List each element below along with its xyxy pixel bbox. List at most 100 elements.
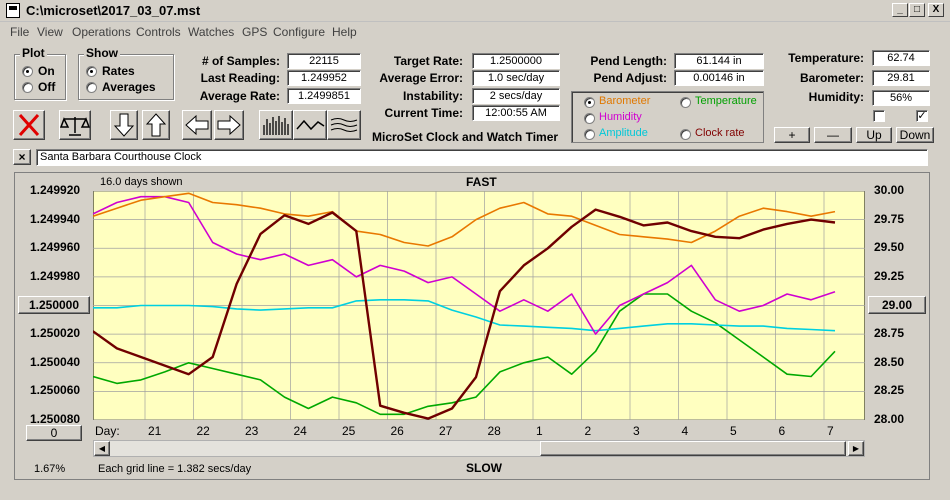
time-scrollbar[interactable]: ◀ ▶ — [93, 440, 865, 457]
menu-file[interactable]: File — [10, 25, 30, 39]
bars-view-button[interactable] — [259, 110, 293, 140]
close-button[interactable]: X — [928, 3, 944, 17]
series-line-humidity — [93, 195, 836, 335]
show-group — [78, 54, 174, 100]
balance-button[interactable] — [59, 110, 91, 140]
series-line-temperature — [93, 293, 836, 416]
instability-value: 2 secs/day — [472, 88, 560, 104]
left-tick-label: 1.249920 — [30, 183, 81, 197]
grid-note-label: Each grid line = 1.382 secs/day — [98, 463, 252, 475]
day-tick-label: 22 — [196, 424, 210, 438]
arrow-up-icon — [145, 113, 167, 137]
last-reading-value: 1.249952 — [287, 70, 361, 86]
right-checkbox[interactable]: ✓ — [916, 110, 928, 122]
arrow-left-icon — [185, 114, 209, 136]
days-shown-label: 16.0 days shown — [100, 176, 183, 188]
scroll-left-button[interactable]: ◀ — [94, 441, 110, 456]
current-time-label: Current Time: — [384, 106, 463, 120]
show-rates-radio[interactable] — [86, 66, 97, 77]
maximize-button[interactable]: □ — [909, 3, 925, 17]
samples-value: 22115 — [287, 53, 361, 69]
plot-off-label: Off — [38, 80, 56, 94]
day-tick-label: 2 — [584, 424, 592, 438]
target-rate-value[interactable]: 1.2500000 — [472, 53, 560, 69]
barometer-label: Barometer: — [799, 71, 864, 85]
rate-chart[interactable] — [93, 191, 865, 420]
arrow-right-icon — [217, 114, 241, 136]
average-rate-label: Average Rate: — [199, 89, 280, 103]
show-group-title: Show — [84, 46, 120, 60]
plot-on-radio[interactable] — [22, 66, 33, 77]
menu-configure[interactable]: Configure — [273, 25, 326, 39]
title-bar: C:\microset\2017_03_07.mst _ □ X — [0, 0, 950, 22]
day-tick-label: 26 — [390, 424, 404, 438]
stop-button[interactable] — [13, 110, 45, 140]
watch-name-input[interactable]: Santa Barbara Courthouse Clock — [36, 149, 928, 166]
humidity-value: 56% — [872, 90, 930, 106]
aux-clock-rate-label: Clock rate — [695, 127, 745, 139]
left-center-button[interactable]: 1.250000 — [18, 296, 90, 314]
aux-barometer-radio[interactable] — [584, 97, 595, 108]
temperature-label: Temperature: — [788, 51, 864, 65]
day-tick-label: 21 — [148, 424, 162, 438]
app-icon[interactable] — [6, 3, 20, 18]
left-tick-label: 1.250060 — [30, 383, 81, 398]
percent-label: 1.67% — [34, 463, 66, 475]
left-tick-label: 1.250020 — [30, 326, 81, 341]
aux-temperature-radio[interactable] — [680, 97, 691, 108]
aux-amplitude-label: Amplitude — [599, 127, 648, 139]
aux-up-button[interactable]: Up — [856, 127, 892, 143]
day-tick-label: 25 — [342, 424, 356, 438]
aux-down-button[interactable]: Down — [896, 127, 934, 143]
right-tick-label: 29.75 — [874, 211, 905, 226]
aux-minus-button[interactable]: — — [814, 127, 852, 143]
left-tick-label: 1.249980 — [30, 268, 81, 283]
right-tick-label: 28.50 — [874, 354, 905, 369]
day-tick-label: 4 — [681, 424, 689, 438]
menu-view[interactable]: View — [37, 25, 63, 39]
balance-scale-icon — [59, 117, 91, 136]
aux-amplitude-radio[interactable] — [584, 129, 595, 140]
up-arrow-button[interactable] — [142, 110, 170, 140]
day-tick-label: 24 — [293, 424, 307, 438]
line-view-button[interactable] — [293, 110, 327, 140]
window-title: C:\microset\2017_03_07.mst — [26, 3, 201, 18]
aux-clock-rate-radio[interactable] — [680, 129, 691, 140]
menu-help[interactable]: Help — [332, 25, 357, 39]
right-arrow-button[interactable] — [214, 110, 244, 140]
menu-controls[interactable]: Controls — [136, 25, 181, 39]
current-time-value: 12:00:55 AM — [472, 105, 560, 121]
smooth-view-button[interactable] — [327, 110, 361, 140]
right-tick-label: 28.75 — [874, 326, 905, 341]
day-tick-label: 1 — [536, 424, 543, 438]
menu-gps[interactable]: GPS — [242, 25, 268, 39]
zero-button[interactable]: 0 — [26, 425, 82, 441]
show-averages-label: Averages — [102, 80, 156, 94]
down-arrow-button[interactable] — [110, 110, 138, 140]
day-axis-label: Day: — [95, 424, 120, 438]
plot-off-radio[interactable] — [22, 82, 33, 93]
pend-length-value[interactable]: 61.144 in — [674, 53, 764, 69]
show-rates-label: Rates — [102, 64, 135, 78]
clear-watch-button[interactable]: × — [13, 149, 31, 165]
left-tick-label: 1.249960 — [30, 240, 81, 255]
aux-humidity-radio[interactable] — [584, 113, 595, 124]
left-checkbox[interactable] — [873, 110, 885, 122]
scroll-thumb[interactable] — [540, 441, 846, 456]
fast-label: FAST — [466, 175, 497, 189]
day-tick-label: 3 — [633, 424, 640, 438]
menu-operations[interactable]: Operations — [72, 25, 131, 39]
humidity-label: Humidity: — [808, 90, 864, 104]
average-error-label: Average Error: — [379, 71, 463, 85]
minimize-button[interactable]: _ — [892, 3, 908, 17]
arrow-down-icon — [113, 113, 135, 137]
left-tick-label: 1.249940 — [30, 211, 81, 226]
day-tick-label: 27 — [439, 424, 453, 438]
app-title-label: MicroSet Clock and Watch Timer — [372, 130, 559, 144]
scroll-right-button[interactable]: ▶ — [848, 441, 864, 456]
menu-watches[interactable]: Watches — [188, 25, 235, 39]
show-averages-radio[interactable] — [86, 82, 97, 93]
aux-plus-button[interactable]: + — [774, 127, 810, 143]
right-center-button[interactable]: 29.00 — [868, 296, 926, 314]
left-arrow-button[interactable] — [182, 110, 212, 140]
